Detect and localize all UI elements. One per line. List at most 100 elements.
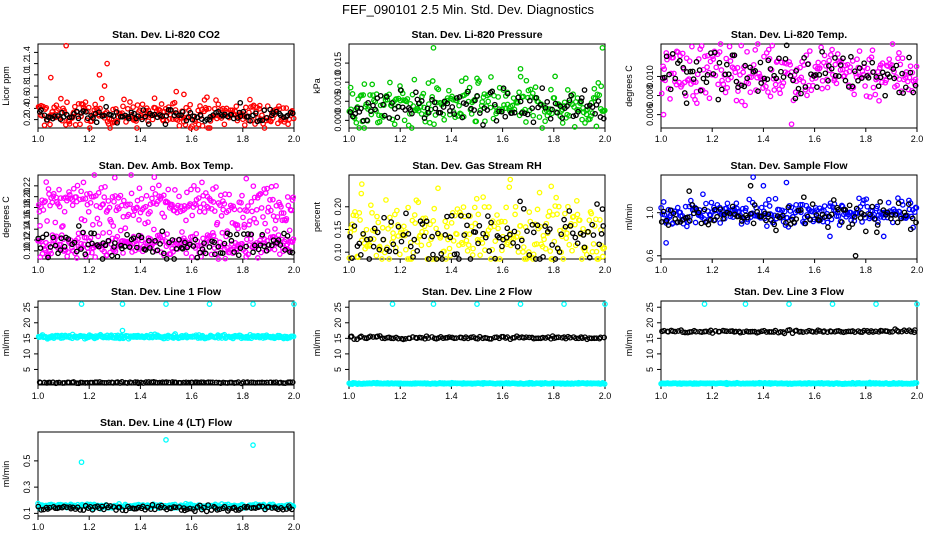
data-point (40, 207, 47, 213)
data-point (851, 329, 858, 335)
data-point (119, 379, 125, 385)
data-point (549, 256, 556, 262)
data-point (349, 91, 356, 97)
data-point (849, 83, 856, 90)
data-point (532, 84, 539, 90)
data-point (452, 212, 458, 219)
data-point (278, 210, 285, 216)
data-point (210, 199, 217, 205)
data-point (347, 84, 354, 91)
data-point (78, 188, 84, 195)
data-point (797, 64, 803, 71)
data-point (744, 75, 751, 82)
data-point (290, 194, 297, 201)
data-point (755, 329, 762, 335)
outlier-point (474, 75, 480, 82)
data-point (374, 229, 381, 236)
data-point (667, 86, 674, 93)
outlier-point (599, 206, 606, 212)
data-point (912, 327, 918, 333)
data-point (802, 220, 809, 227)
data-point (813, 212, 820, 218)
data-point (272, 226, 278, 232)
data-point (547, 248, 554, 254)
data-point (225, 207, 232, 214)
panel-title: Stan. Dev. Li-820 Temp. (731, 29, 847, 41)
data-point (591, 85, 598, 92)
data-point (175, 202, 181, 209)
data-point (906, 74, 913, 81)
x-tick-label: 1.2 (83, 134, 96, 144)
data-point (170, 248, 176, 255)
data-point (193, 230, 200, 237)
x-tick-label: 1.6 (496, 391, 509, 401)
data-point (214, 219, 221, 226)
data-point (408, 125, 415, 131)
data-point (206, 105, 212, 112)
data-point (56, 504, 62, 511)
data-point (353, 119, 360, 126)
outlier-point (517, 65, 524, 72)
data-point (889, 212, 895, 218)
data-point (477, 107, 484, 114)
data-point (64, 99, 70, 106)
data-point (892, 212, 899, 218)
outlier-point (389, 301, 396, 307)
data-point (201, 240, 207, 247)
y-tick-label: 5 (333, 367, 343, 372)
data-point (672, 328, 679, 335)
outlier-point (914, 301, 920, 307)
data-point (265, 242, 272, 248)
data-point (867, 94, 873, 100)
data-point (853, 205, 860, 212)
data-point (101, 194, 108, 201)
data-point (105, 198, 112, 204)
data-point (469, 252, 476, 258)
data-point (869, 59, 876, 66)
data-point (461, 232, 468, 238)
data-point (889, 41, 896, 47)
data-point (471, 107, 478, 113)
data-point (128, 172, 134, 178)
data-point (377, 92, 384, 99)
data-point (771, 221, 778, 228)
data-point (584, 103, 590, 110)
data-point (722, 71, 729, 78)
data-point (283, 105, 290, 111)
data-point (580, 225, 586, 232)
data-point (742, 62, 749, 69)
data-point (124, 201, 131, 208)
data-point (420, 90, 427, 97)
data-point (82, 195, 89, 202)
outlier-point (750, 174, 757, 181)
data-point (725, 71, 732, 78)
data-point (261, 379, 268, 386)
data-point (429, 233, 435, 240)
data-point (386, 214, 393, 221)
data-point (909, 215, 916, 222)
data-point (582, 120, 588, 126)
data-point (731, 52, 738, 59)
data-point (363, 236, 370, 243)
data-point (684, 77, 691, 84)
data-point (703, 200, 709, 207)
data-point (171, 99, 178, 106)
data-point (826, 57, 833, 64)
data-point (212, 251, 218, 258)
data-point (418, 111, 425, 117)
data-point (804, 92, 810, 99)
data-point (751, 202, 758, 208)
data-point (84, 191, 90, 197)
data-point (283, 215, 290, 222)
data-point (96, 109, 102, 116)
data-point (464, 247, 471, 254)
data-point (451, 251, 458, 258)
data-point (390, 241, 397, 248)
data-point (758, 213, 765, 220)
data-point (846, 202, 853, 209)
data-point (905, 201, 912, 208)
data-point (865, 72, 871, 79)
data-point (489, 88, 495, 95)
data-point (151, 226, 157, 233)
data-point (590, 241, 597, 247)
